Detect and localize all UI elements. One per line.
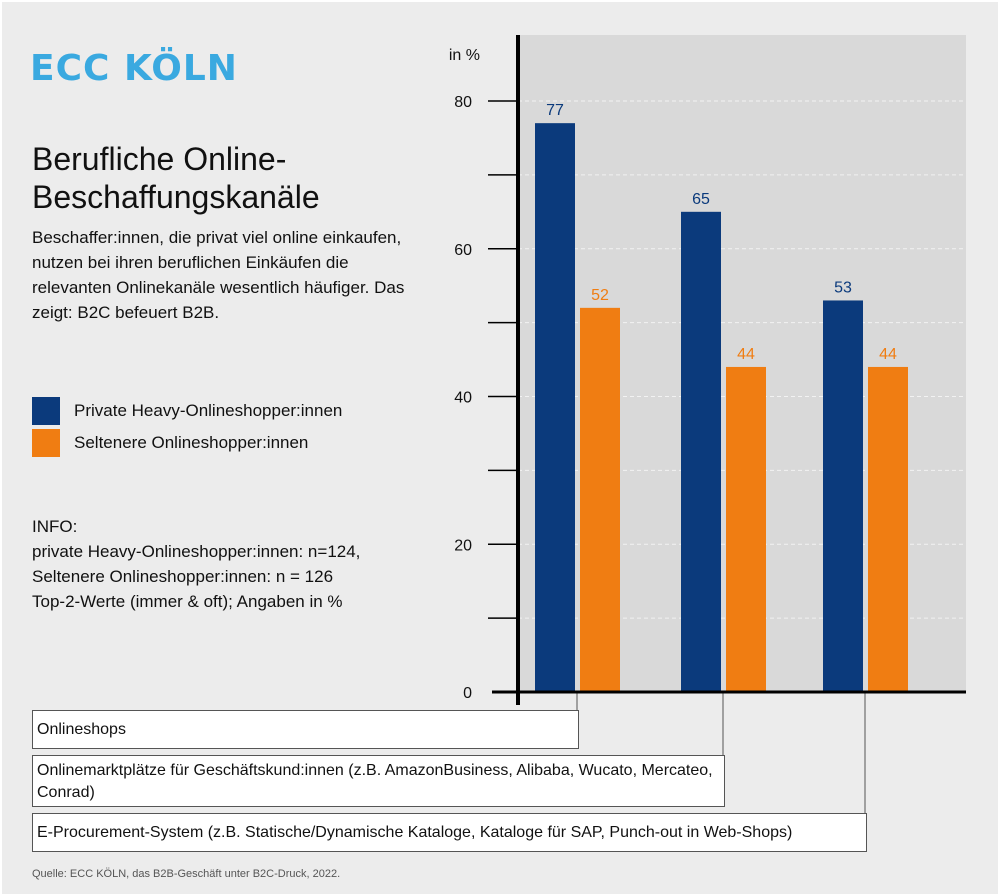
bar-heavy [823, 300, 863, 692]
legend-item-heavy: Private Heavy-Onlineshopper:innen [32, 397, 342, 425]
info-line: Seltenere Onlineshopper:innen: n = 126 [32, 567, 334, 586]
legend-swatch-blue [32, 397, 60, 425]
bar-seltenere [726, 366, 766, 692]
info-line: Top-2-Werte (immer & oft); Angaben in % [32, 592, 343, 611]
data-label: 77 [546, 102, 564, 119]
bar-heavy [681, 211, 721, 692]
category-label-onlineshops: Onlineshops [32, 710, 579, 749]
source-note: Quelle: ECC KÖLN, das B2B-Geschäft unter… [32, 868, 341, 880]
y-axis-label: in % [449, 47, 480, 64]
y-tick-label: 80 [454, 94, 472, 111]
data-label: 44 [879, 346, 897, 363]
legend-swatch-orange [32, 429, 60, 457]
bar-seltenere [868, 366, 908, 692]
data-label: 44 [737, 346, 755, 363]
y-tick-label: 0 [463, 685, 472, 702]
info-heading: INFO: [32, 517, 78, 536]
y-tick-label: 20 [454, 537, 472, 554]
y-tick-label: 40 [454, 390, 472, 407]
data-label: 52 [591, 287, 609, 304]
info-block: INFO: private Heavy-Onlineshopper:innen:… [32, 514, 360, 614]
info-line: private Heavy-Onlineshopper:innen: n=124… [32, 542, 361, 561]
legend-label: Private Heavy-Onlineshopper:innen [74, 401, 343, 420]
data-label: 65 [692, 191, 710, 208]
ecc-koeln-logo: ECC KÖLN [30, 48, 238, 89]
bar-heavy [535, 123, 575, 693]
category-label-marktplaetze: Onlinemarktplätze für Geschäftskund:inne… [32, 755, 725, 807]
page-title: Berufliche Online-Beschaffungskanäle [32, 141, 320, 215]
legend-label: Seltenere Onlineshopper:innen [74, 433, 309, 452]
legend-item-seltenere: Seltenere Onlineshopper:innen [32, 429, 308, 457]
subtitle: Beschaffer:innen, die privat viel online… [32, 228, 405, 322]
category-label-eprocurement: E-Procurement-System (z.B. Statische/Dyn… [32, 813, 867, 852]
y-tick-label: 60 [454, 242, 472, 259]
bar-seltenere [580, 307, 620, 692]
data-label: 53 [834, 279, 852, 296]
